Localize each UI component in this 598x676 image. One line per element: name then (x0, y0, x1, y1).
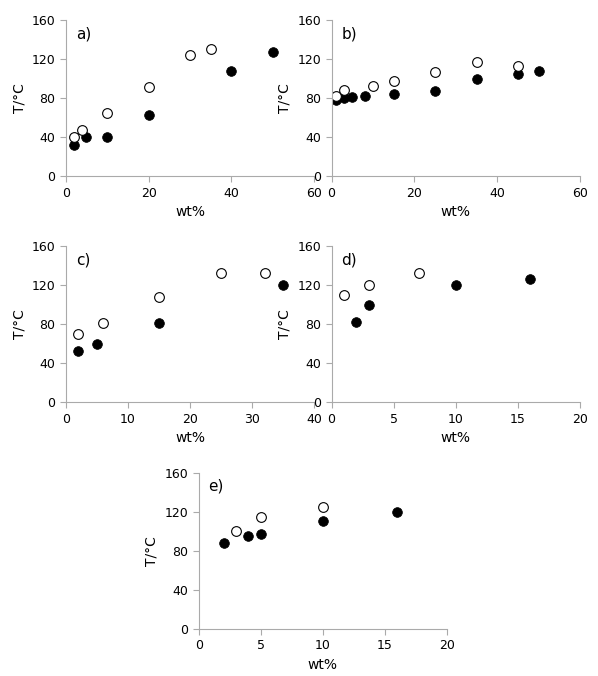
Y-axis label: T/°C: T/°C (12, 83, 26, 113)
X-axis label: wt%: wt% (175, 206, 205, 219)
X-axis label: wt%: wt% (308, 658, 338, 672)
Y-axis label: T/°C: T/°C (278, 83, 292, 113)
Text: c): c) (76, 253, 90, 268)
Text: b): b) (341, 26, 357, 41)
X-axis label: wt%: wt% (441, 431, 471, 445)
Y-axis label: T/°C: T/°C (278, 310, 292, 339)
Text: d): d) (341, 253, 357, 268)
Text: a): a) (76, 26, 91, 41)
Text: e): e) (209, 479, 224, 494)
Y-axis label: T/°C: T/°C (145, 536, 159, 566)
X-axis label: wt%: wt% (175, 431, 205, 445)
X-axis label: wt%: wt% (441, 206, 471, 219)
Y-axis label: T/°C: T/°C (12, 310, 26, 339)
